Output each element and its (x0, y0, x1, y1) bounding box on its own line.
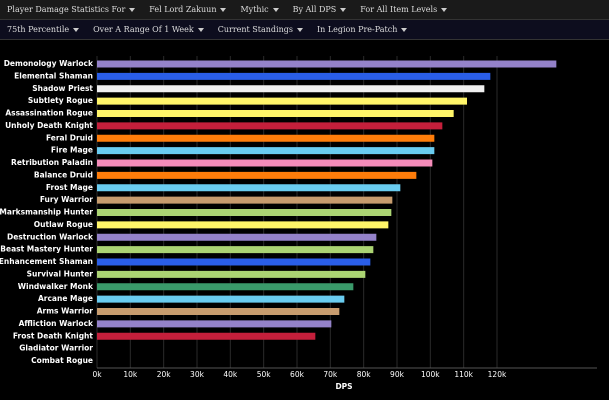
x-tick-label: 100k (421, 370, 440, 379)
y-tick-label: Gladiator Warrior (19, 344, 93, 353)
y-tick-label: Fire Mage (51, 146, 93, 155)
bar (97, 147, 435, 155)
x-tick-label: 60k (290, 370, 305, 379)
y-tick-label: Beast Mastery Hunter (0, 245, 93, 254)
y-tick-label: Fury Warrior (40, 195, 93, 204)
bar (97, 72, 491, 80)
bar (97, 221, 389, 229)
x-tick-label: 90k (390, 370, 405, 379)
bar (97, 295, 345, 303)
bar (97, 134, 435, 142)
x-tick-label: 120k (488, 370, 507, 379)
y-tick-label: Demonology Warlock (4, 59, 94, 68)
bar (97, 122, 443, 130)
bar (97, 283, 354, 291)
dropdown[interactable]: Current Standings (211, 25, 310, 34)
y-tick-label: Elemental Shaman (14, 71, 93, 80)
bar (97, 159, 433, 167)
y-tick-label: Balance Druid (34, 170, 93, 179)
bar (97, 308, 340, 315)
y-tick-label: Frost Mage (46, 183, 93, 192)
y-tick-label: Combat Rogue (31, 356, 93, 365)
dropdown[interactable]: 75th Percentile (0, 25, 86, 34)
x-tick-label: 70k (323, 370, 338, 379)
y-tick-label: Shadow Priest (32, 84, 93, 93)
bar (97, 270, 366, 278)
dropdown[interactable]: By All DPS (286, 5, 354, 14)
y-tick-label: Marksmanship Hunter (0, 208, 93, 217)
bar (97, 60, 557, 68)
bar (97, 320, 332, 328)
y-tick-label: Retribution Paladin (11, 158, 93, 167)
y-tick-label: Arms Warrior (37, 307, 94, 316)
y-tick-label: Feral Druid (46, 133, 93, 142)
dropdown[interactable]: Player Damage Statistics For (0, 5, 142, 14)
y-tick-label: Destruction Warlock (7, 232, 94, 241)
chart: 0k 10k 20k 30k 40k 50k 60k 70k 80k 90k 100k 110k 120… (0, 56, 597, 391)
x-tick-label: 110k (454, 370, 473, 379)
y-tick-label: Subtlety Rogue (28, 96, 93, 105)
x-tick-label: 20k (157, 370, 172, 379)
dropdown[interactable]: Fel Lord Zakuun (142, 5, 233, 14)
y-tick-label: Affliction Warlock (19, 319, 94, 328)
bar (97, 171, 417, 179)
bar (97, 97, 467, 105)
x-tick-label: 10k (123, 370, 138, 379)
bar (97, 258, 371, 266)
y-tick-label: Survival Hunter (27, 269, 94, 278)
x-tick-label: 50k (257, 370, 272, 379)
y-tick-label: Frost Death Knight (13, 331, 93, 340)
y-tick-label: Arcane Mage (38, 294, 93, 303)
bar (97, 233, 377, 241)
bar (97, 85, 485, 93)
dropdown[interactable]: In Legion Pre-Patch (310, 25, 414, 34)
y-tick-label: Assassination Rogue (5, 109, 93, 118)
bar (97, 110, 454, 117)
x-axis-title: DPS (335, 382, 352, 391)
dropdown[interactable]: Over A Range Of 1 Week (86, 25, 211, 34)
y-tick-label: Enhancement Shaman (0, 257, 93, 266)
x-tick-label: 80k (357, 370, 372, 379)
x-tick-label: 0k (92, 370, 102, 379)
menu-bar: Player Damage Statistics For Fel Lord Zak… (0, 0, 609, 20)
dropdown[interactable]: Mythic (233, 5, 285, 14)
y-tick-label: Unholy Death Knight (5, 121, 93, 130)
y-tick-label: Windwalker Monk (18, 282, 94, 291)
bar (97, 196, 393, 204)
x-tick-label: 30k (190, 370, 205, 379)
x-tick-label: 40k (223, 370, 238, 379)
dropdown[interactable]: For All Item Levels (353, 5, 454, 14)
y-tick-label: Outlaw Rogue (34, 220, 93, 229)
bar (97, 209, 392, 216)
bar (97, 184, 401, 192)
filter-bar: 75th Percentile Over A Range Of 1 Week Cur… (0, 20, 609, 40)
bar (97, 246, 374, 254)
bar (97, 332, 316, 340)
